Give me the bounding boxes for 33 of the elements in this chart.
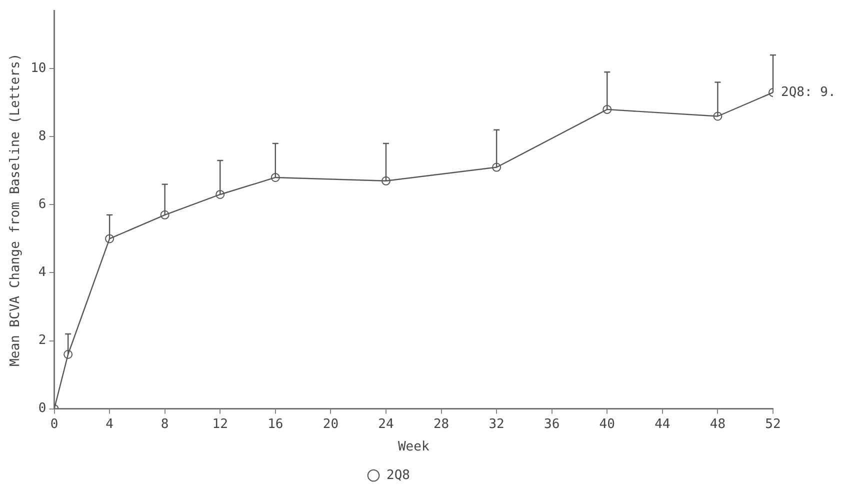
x-tick-label: 32 — [488, 416, 504, 432]
y-tick-label: 2 — [38, 333, 46, 348]
point — [602, 104, 612, 114]
x-tick-label: 36 — [544, 416, 560, 432]
y-tick-label: 8 — [38, 129, 46, 144]
x-tick-label: 28 — [433, 416, 450, 432]
y-tick-label: 6 — [38, 197, 46, 212]
x-tick-label: 44 — [654, 416, 670, 432]
point — [160, 210, 170, 220]
x-tick-label: 40 — [599, 416, 615, 432]
x-tick-label: 4 — [106, 416, 114, 432]
point — [216, 190, 225, 199]
x-tick-label: 52 — [765, 416, 781, 432]
y-tick-label: 10 — [30, 61, 46, 76]
point — [381, 176, 390, 186]
point — [270, 172, 280, 182]
point — [64, 350, 73, 359]
legend-label: 2Q8 — [386, 468, 410, 483]
y-axis-title: Mean BCVA Change from Baseline (Letters) — [8, 53, 24, 366]
x-axis-title: Week — [398, 440, 430, 455]
x-tick-label: 16 — [268, 416, 284, 432]
point — [713, 112, 722, 121]
y-tick-label: 0 — [38, 401, 46, 416]
x-tick-label: 0 — [50, 416, 58, 432]
annotation: 2Q8: 9. — [781, 84, 836, 100]
x-tick-label: 8 — [160, 416, 169, 432]
x-tick-label: 20 — [322, 416, 339, 432]
x-tick-label: 12 — [212, 416, 228, 432]
y-tick-label: 4 — [38, 265, 46, 280]
x-tick-label: 24 — [378, 416, 394, 432]
point — [492, 162, 502, 172]
point — [105, 234, 114, 244]
x-tick-label: 48 — [710, 416, 726, 432]
